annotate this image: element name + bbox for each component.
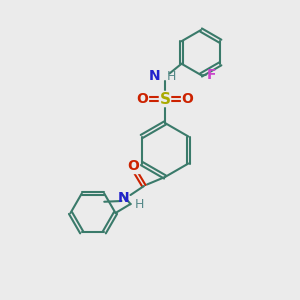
Text: H: H	[167, 70, 176, 83]
Text: N: N	[149, 70, 161, 83]
Text: O: O	[136, 92, 148, 106]
Text: F: F	[207, 68, 217, 82]
Text: O: O	[182, 92, 194, 106]
Text: N: N	[117, 191, 129, 205]
Text: O: O	[128, 160, 140, 173]
Text: H: H	[135, 197, 144, 211]
Text: S: S	[160, 92, 170, 106]
